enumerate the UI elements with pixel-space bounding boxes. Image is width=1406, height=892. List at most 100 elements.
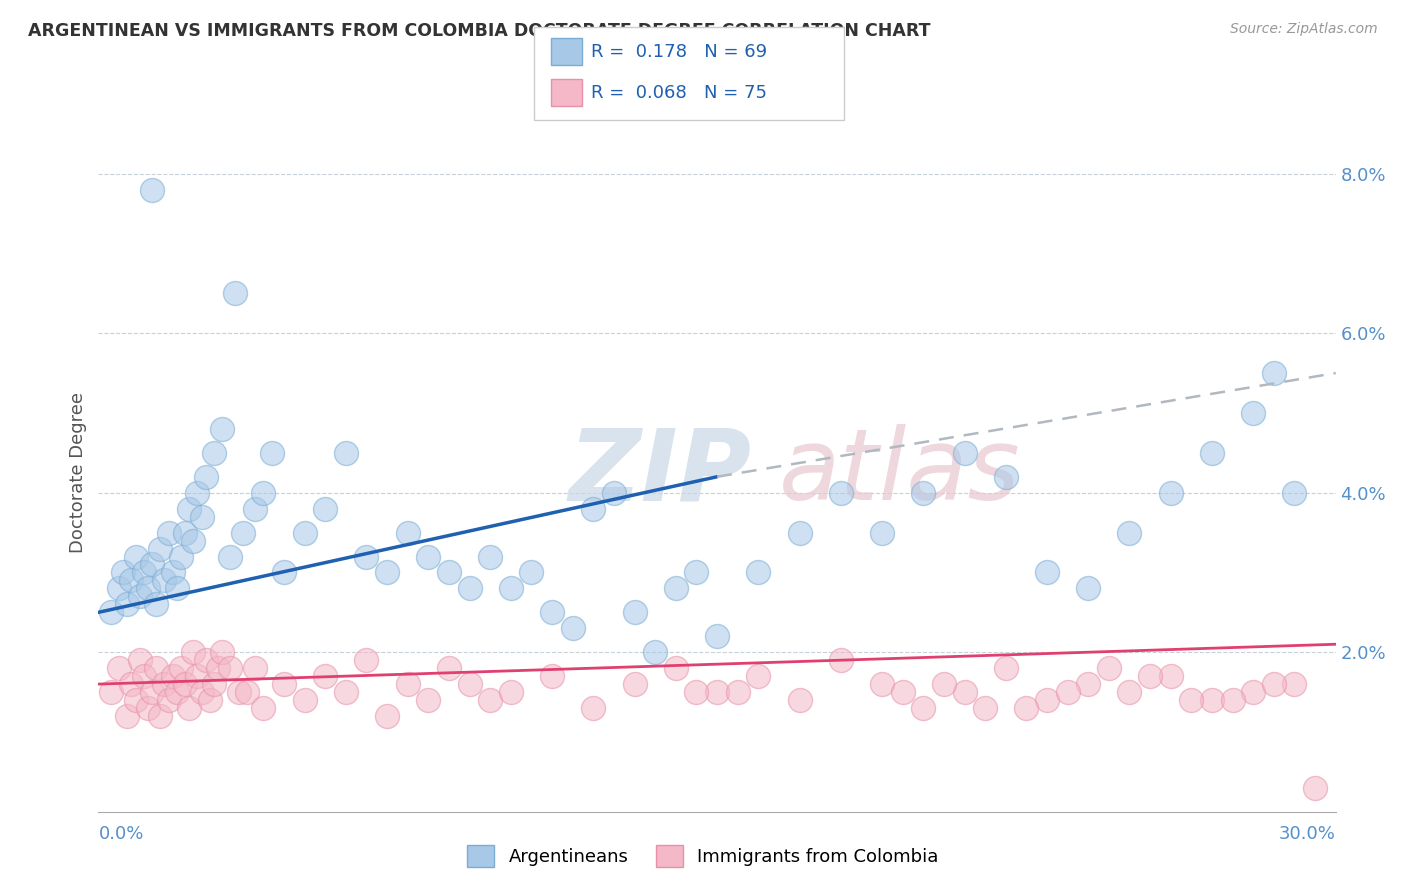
Point <box>458 582 481 596</box>
Point <box>294 525 316 540</box>
Point <box>117 709 139 723</box>
Point <box>120 574 142 588</box>
Point <box>1160 485 1182 500</box>
Point <box>136 701 159 715</box>
Point <box>100 605 122 619</box>
Point <box>974 701 997 715</box>
Legend: Argentineans, Immigrants from Colombia: Argentineans, Immigrants from Colombia <box>460 838 946 874</box>
Point <box>174 677 197 691</box>
Point <box>124 549 146 564</box>
Point <box>186 485 208 500</box>
Point <box>100 685 122 699</box>
Point <box>194 653 217 667</box>
Point <box>953 685 976 699</box>
Point <box>665 582 688 596</box>
Point <box>166 582 188 596</box>
Point <box>194 469 217 483</box>
Point <box>685 566 707 580</box>
Point <box>252 485 274 500</box>
Point <box>789 525 811 540</box>
Point <box>170 549 193 564</box>
Point <box>458 677 481 691</box>
Point <box>243 501 266 516</box>
Point <box>1284 485 1306 500</box>
Point <box>1180 693 1202 707</box>
Point <box>603 485 626 500</box>
Point <box>179 501 201 516</box>
Point <box>162 566 184 580</box>
Point <box>219 549 242 564</box>
Point <box>273 566 295 580</box>
Point <box>157 525 180 540</box>
Point <box>179 701 201 715</box>
Point <box>706 685 728 699</box>
Point <box>236 685 259 699</box>
Point <box>314 669 336 683</box>
Text: Source: ZipAtlas.com: Source: ZipAtlas.com <box>1230 22 1378 37</box>
Text: 30.0%: 30.0% <box>1279 825 1336 843</box>
Text: ZIP: ZIP <box>568 425 752 521</box>
Point <box>211 645 233 659</box>
Point <box>252 701 274 715</box>
Point <box>356 549 378 564</box>
Point <box>1077 582 1099 596</box>
Point <box>994 661 1017 675</box>
Point <box>117 598 139 612</box>
Point <box>706 629 728 643</box>
Point <box>128 590 150 604</box>
Point <box>1118 525 1140 540</box>
Point <box>1222 693 1244 707</box>
Point <box>243 661 266 675</box>
Point <box>181 533 204 548</box>
Point <box>1263 677 1285 691</box>
Point <box>418 693 440 707</box>
Point <box>1201 693 1223 707</box>
Point <box>228 685 250 699</box>
Point <box>211 422 233 436</box>
Point <box>141 183 163 197</box>
Point <box>190 509 212 524</box>
Point <box>830 653 852 667</box>
Point <box>1056 685 1078 699</box>
Y-axis label: Doctorate Degree: Doctorate Degree <box>69 392 87 553</box>
Point <box>375 709 398 723</box>
Point <box>479 693 502 707</box>
Point <box>437 661 460 675</box>
Point <box>375 566 398 580</box>
Point <box>479 549 502 564</box>
Point <box>1077 677 1099 691</box>
Point <box>1284 677 1306 691</box>
Point <box>685 685 707 699</box>
Point <box>108 661 131 675</box>
Point <box>314 501 336 516</box>
Point <box>153 677 176 691</box>
Point <box>335 446 357 460</box>
Point <box>132 566 155 580</box>
Point <box>181 645 204 659</box>
Point <box>145 661 167 675</box>
Point <box>141 685 163 699</box>
Point <box>198 693 221 707</box>
Point <box>232 525 254 540</box>
Point <box>665 661 688 675</box>
Point <box>260 446 283 460</box>
Point <box>120 677 142 691</box>
Point <box>202 677 225 691</box>
Point <box>541 669 564 683</box>
Point <box>335 685 357 699</box>
Point <box>912 485 935 500</box>
Point <box>994 469 1017 483</box>
Point <box>112 566 135 580</box>
Point <box>891 685 914 699</box>
Point <box>789 693 811 707</box>
Point <box>623 677 645 691</box>
Point <box>830 485 852 500</box>
Point <box>727 685 749 699</box>
Point <box>136 582 159 596</box>
Point <box>520 566 543 580</box>
Point <box>294 693 316 707</box>
Point <box>582 501 605 516</box>
Point <box>207 661 229 675</box>
Point <box>162 669 184 683</box>
Point <box>1098 661 1121 675</box>
